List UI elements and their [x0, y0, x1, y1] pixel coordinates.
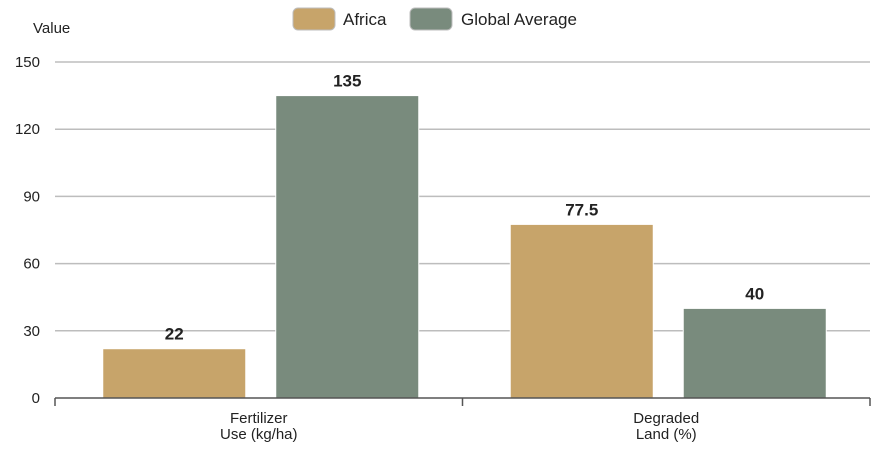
y-tick-label: 60 [23, 256, 40, 273]
legend-label: Africa [343, 10, 387, 29]
data-label: 40 [745, 284, 764, 303]
bar [509, 223, 654, 399]
y-tick-label: 0 [32, 390, 40, 407]
data-label: 22 [165, 325, 184, 344]
x-tick-label: Use (kg/ha) [220, 426, 298, 443]
legend-swatch [409, 7, 453, 31]
y-tick-label: 120 [15, 121, 40, 138]
y-axis-title: Value [33, 20, 70, 37]
x-tick-label: Degraded [633, 410, 699, 427]
data-labels-layer: 22 135 77.5 40 [165, 72, 764, 344]
x-tick-label: Land (%) [636, 426, 697, 443]
data-label: 77.5 [565, 200, 598, 219]
legend-label: Global Average [461, 10, 577, 29]
y-tick-label: 90 [23, 188, 40, 205]
bars-layer [102, 95, 827, 399]
bar [275, 95, 420, 399]
x-tick-label: Fertilizer [230, 410, 288, 427]
legend-swatch [292, 7, 336, 31]
bar [102, 348, 247, 399]
legend: Africa Global Average [292, 7, 577, 31]
y-tick-label: 150 [15, 54, 40, 71]
bar [682, 307, 827, 399]
data-label: 135 [333, 72, 361, 91]
y-tick-label: 30 [23, 323, 40, 340]
